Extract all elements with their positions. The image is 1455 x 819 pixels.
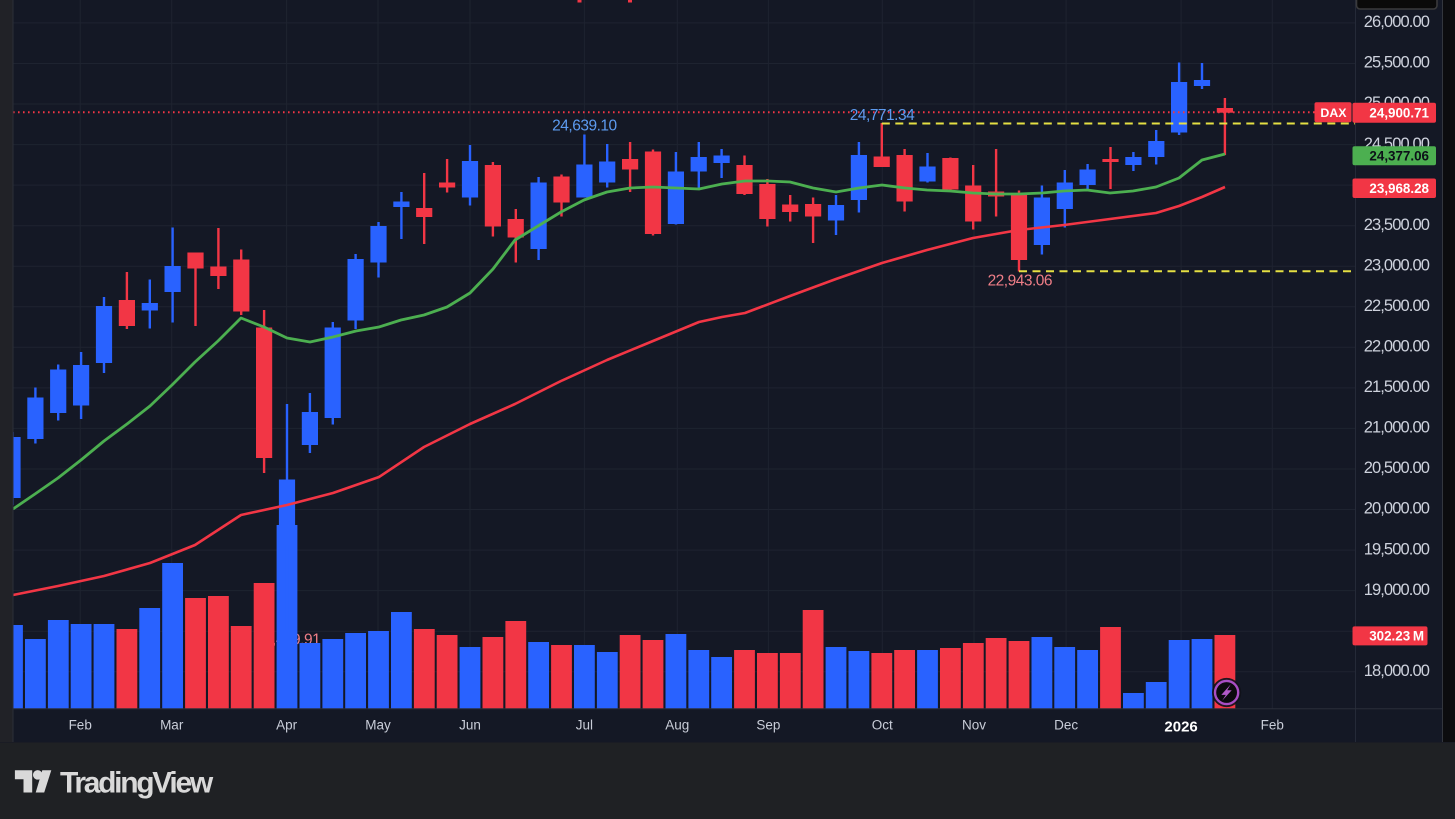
svg-text:Oct: Oct: [872, 717, 893, 732]
svg-text:21,500.00: 21,500.00: [1364, 378, 1430, 396]
svg-text:22,000.00: 22,000.00: [1364, 338, 1430, 356]
svg-text:20,000.00: 20,000.00: [1364, 500, 1430, 518]
svg-text:Mar: Mar: [160, 717, 184, 732]
svg-text:25,500.00: 25,500.00: [1364, 54, 1430, 72]
svg-text:20,500.00: 20,500.00: [1364, 459, 1430, 477]
svg-text:Jun: Jun: [459, 717, 481, 732]
svg-text:Sep: Sep: [756, 717, 780, 732]
svg-text:24,639.10: 24,639.10: [552, 118, 617, 135]
svg-text:21,000.00: 21,000.00: [1364, 419, 1430, 437]
svg-text:Feb: Feb: [1261, 717, 1284, 732]
svg-text:22,943.06: 22,943.06: [988, 272, 1052, 289]
svg-text:26,000.00: 26,000.00: [1364, 13, 1430, 31]
svg-text:302.23 M: 302.23 M: [1369, 629, 1424, 644]
svg-text:2026: 2026: [1164, 718, 1197, 735]
svg-text:23,968.28: 23,968.28: [1369, 181, 1429, 196]
svg-text:24,771.34: 24,771.34: [850, 107, 915, 124]
svg-text:May: May: [365, 717, 391, 732]
svg-text:19,500.00: 19,500.00: [1364, 540, 1430, 558]
svg-text:Apr: Apr: [276, 717, 298, 732]
svg-text:Nov: Nov: [962, 717, 986, 732]
svg-text:22,500.00: 22,500.00: [1364, 297, 1430, 315]
svg-text:23,500.00: 23,500.00: [1364, 216, 1430, 234]
svg-text:19,000.00: 19,000.00: [1364, 581, 1430, 599]
svg-text:18,000.00: 18,000.00: [1364, 662, 1430, 680]
svg-text:24,900.71: 24,900.71: [1369, 105, 1429, 120]
svg-text:23,000.00: 23,000.00: [1364, 256, 1430, 274]
svg-text:Jul: Jul: [576, 717, 593, 732]
svg-text:24,377.06: 24,377.06: [1369, 149, 1429, 164]
svg-text:DAX: DAX: [1320, 106, 1347, 120]
svg-text:Aug: Aug: [665, 717, 689, 732]
svg-text:Feb: Feb: [69, 717, 92, 732]
svg-text:TradingView: TradingView: [60, 767, 214, 800]
svg-text:Dec: Dec: [1054, 717, 1078, 732]
